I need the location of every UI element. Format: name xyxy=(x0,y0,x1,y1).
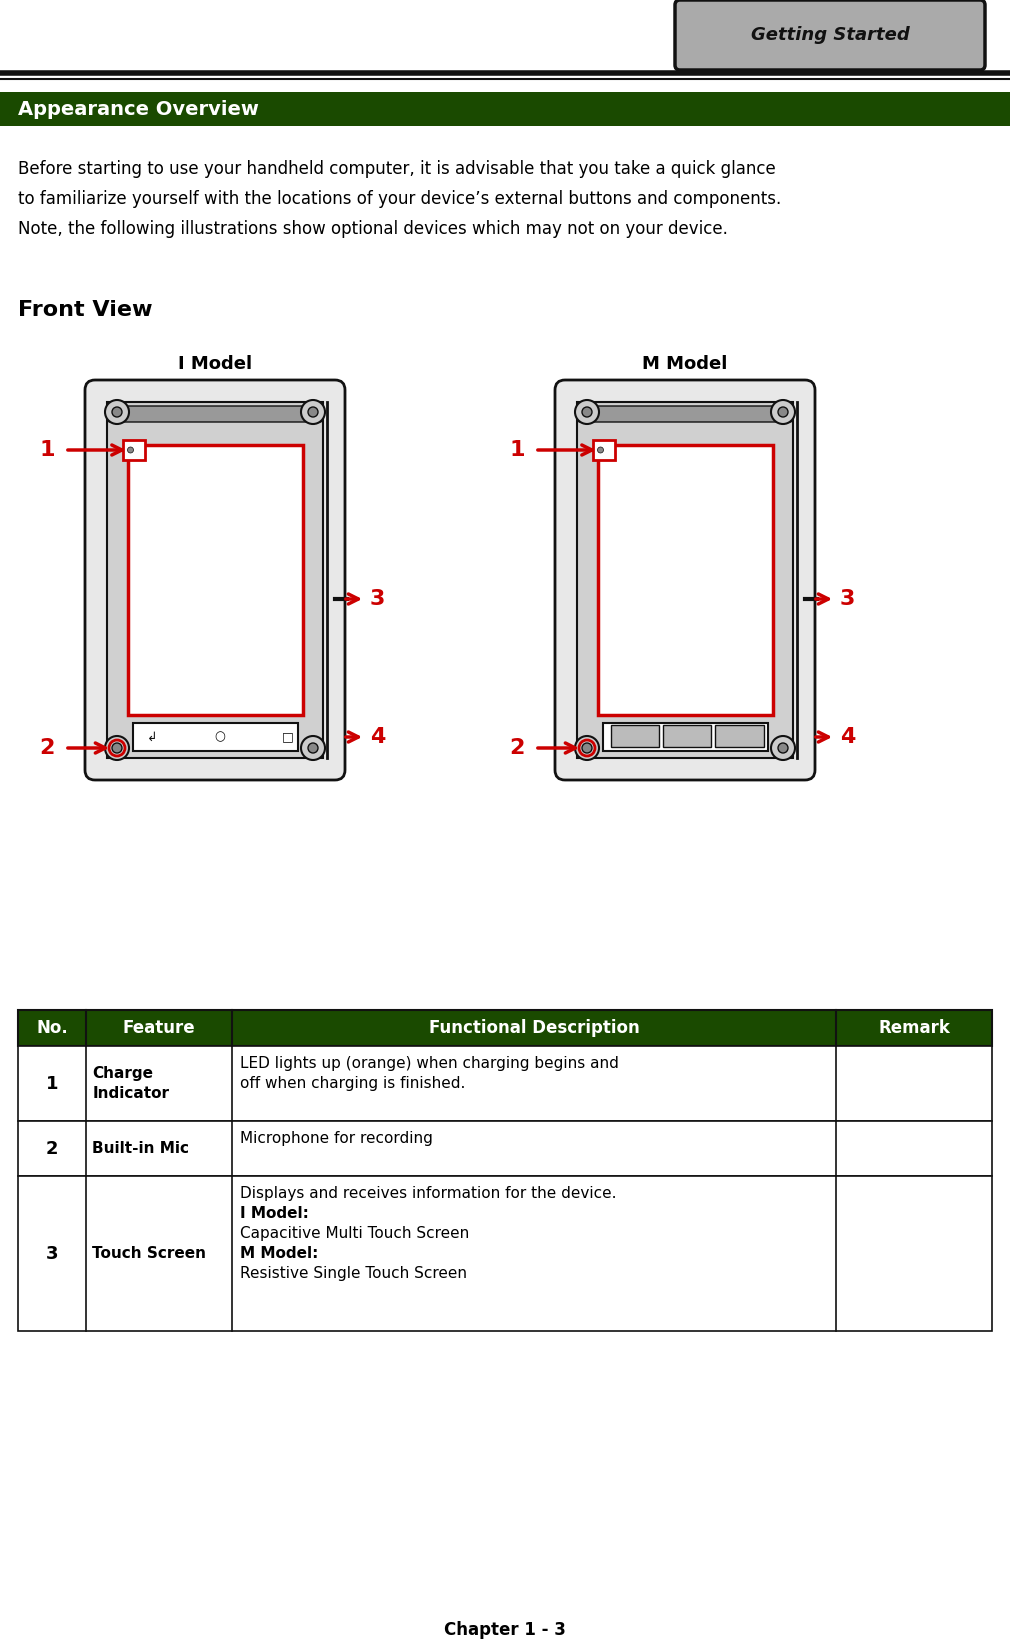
Bar xyxy=(0,92,1010,125)
Text: 1: 1 xyxy=(45,1075,59,1093)
Bar xyxy=(18,1010,992,1047)
Text: Appearance Overview: Appearance Overview xyxy=(18,99,259,119)
FancyBboxPatch shape xyxy=(108,406,322,423)
Text: Touch Screen: Touch Screen xyxy=(92,1247,206,1261)
Circle shape xyxy=(112,743,122,753)
Bar xyxy=(127,446,303,715)
Circle shape xyxy=(301,736,325,759)
Text: No.: No. xyxy=(36,1019,68,1037)
Text: 2: 2 xyxy=(510,738,525,758)
Circle shape xyxy=(778,743,788,753)
Bar xyxy=(593,441,614,461)
Circle shape xyxy=(112,408,122,418)
Text: Feature: Feature xyxy=(123,1019,196,1037)
Text: M Model: M Model xyxy=(642,355,727,373)
Text: 2: 2 xyxy=(45,1139,59,1157)
Circle shape xyxy=(598,447,604,452)
FancyBboxPatch shape xyxy=(578,406,792,423)
Text: Resistive Single Touch Screen: Resistive Single Touch Screen xyxy=(240,1266,468,1281)
Text: ○: ○ xyxy=(214,730,225,743)
Text: 4: 4 xyxy=(840,726,855,746)
Text: 3: 3 xyxy=(45,1245,59,1263)
Bar xyxy=(603,723,768,751)
Text: Functional Description: Functional Description xyxy=(429,1019,639,1037)
Bar xyxy=(122,441,144,461)
Circle shape xyxy=(771,400,795,424)
Circle shape xyxy=(771,736,795,759)
Bar xyxy=(107,401,323,758)
Circle shape xyxy=(127,447,133,452)
Bar xyxy=(18,1176,992,1331)
Bar xyxy=(663,725,711,746)
Text: □: □ xyxy=(282,730,293,743)
Text: Front View: Front View xyxy=(18,300,153,320)
Bar xyxy=(132,723,298,751)
Bar xyxy=(598,446,773,715)
Circle shape xyxy=(778,408,788,418)
Text: Charge
Indicator: Charge Indicator xyxy=(92,1067,170,1101)
Text: Displays and receives information for the device.: Displays and receives information for th… xyxy=(240,1185,617,1200)
Circle shape xyxy=(308,743,318,753)
Text: I Model:: I Model: xyxy=(240,1205,309,1222)
Text: to familiarize yourself with the locations of your device’s external buttons and: to familiarize yourself with the locatio… xyxy=(18,190,782,208)
FancyBboxPatch shape xyxy=(675,0,985,69)
Circle shape xyxy=(105,400,129,424)
Text: M Model:: M Model: xyxy=(240,1247,319,1261)
Text: 3: 3 xyxy=(840,589,855,609)
Text: Capacitive Multi Touch Screen: Capacitive Multi Touch Screen xyxy=(240,1227,470,1242)
Text: 1: 1 xyxy=(39,441,55,461)
Text: Getting Started: Getting Started xyxy=(750,26,909,45)
Circle shape xyxy=(308,408,318,418)
Bar xyxy=(18,1047,992,1121)
Text: Before starting to use your handheld computer, it is advisable that you take a q: Before starting to use your handheld com… xyxy=(18,160,776,178)
Text: off when charging is finished.: off when charging is finished. xyxy=(240,1076,466,1091)
Text: ↲: ↲ xyxy=(147,730,158,743)
Text: Remark: Remark xyxy=(878,1019,950,1037)
Text: Note, the following illustrations show optional devices which may not on your de: Note, the following illustrations show o… xyxy=(18,220,728,238)
Bar xyxy=(18,1121,992,1176)
Text: 3: 3 xyxy=(370,589,386,609)
Bar xyxy=(577,401,793,758)
Bar xyxy=(715,725,764,746)
Text: LED lights up (orange) when charging begins and: LED lights up (orange) when charging beg… xyxy=(240,1057,619,1071)
Text: 2: 2 xyxy=(39,738,55,758)
Circle shape xyxy=(575,400,599,424)
Text: Chapter 1 - 3: Chapter 1 - 3 xyxy=(444,1621,566,1639)
Circle shape xyxy=(582,743,592,753)
Text: 1: 1 xyxy=(509,441,525,461)
FancyBboxPatch shape xyxy=(85,380,345,779)
Circle shape xyxy=(575,736,599,759)
FancyBboxPatch shape xyxy=(556,380,815,779)
Circle shape xyxy=(105,736,129,759)
Text: 4: 4 xyxy=(370,726,386,746)
Circle shape xyxy=(582,408,592,418)
Circle shape xyxy=(301,400,325,424)
Text: Microphone for recording: Microphone for recording xyxy=(240,1131,433,1146)
Text: Built-in Mic: Built-in Mic xyxy=(92,1141,189,1156)
Bar xyxy=(610,725,659,746)
Text: I Model: I Model xyxy=(178,355,252,373)
